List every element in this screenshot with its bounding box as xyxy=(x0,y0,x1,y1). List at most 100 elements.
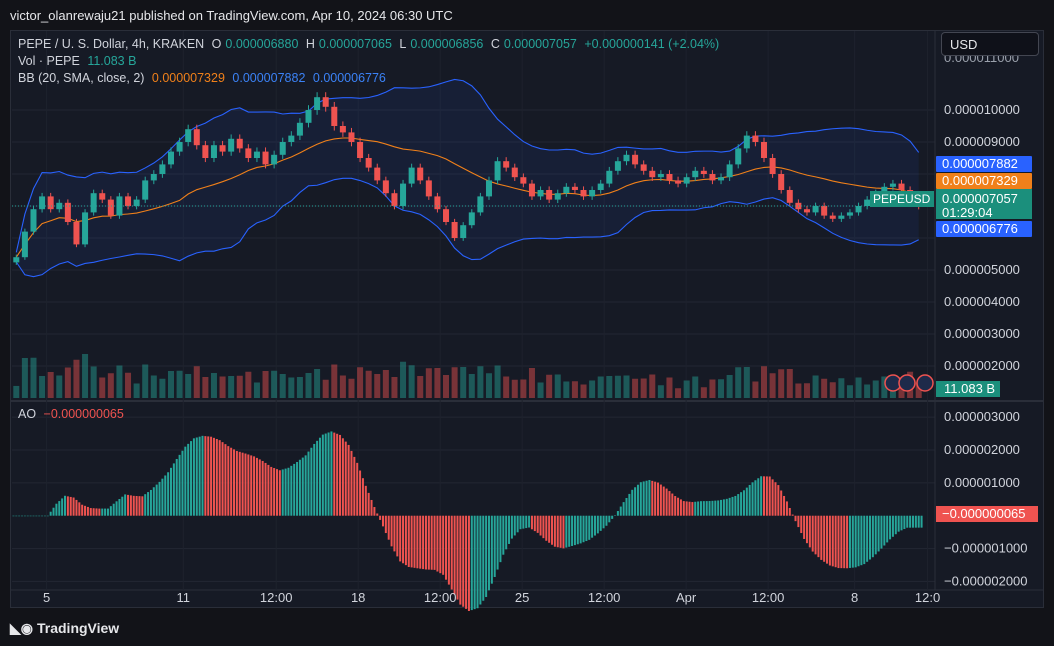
close-label: C xyxy=(490,37,500,51)
ao-bar xyxy=(75,499,78,516)
ao-bar xyxy=(602,515,605,529)
candle-body xyxy=(623,154,630,162)
ao-bar xyxy=(714,500,717,516)
volume-bar xyxy=(554,374,561,398)
time-tick-label: 8 xyxy=(851,590,858,605)
ao-bar xyxy=(651,480,654,516)
candle-body xyxy=(821,206,828,216)
candle-body xyxy=(322,97,329,107)
ao-bar xyxy=(81,504,84,516)
candle-body xyxy=(760,142,768,158)
ao-bar xyxy=(496,515,499,570)
candle-body xyxy=(185,129,192,142)
volume-bar xyxy=(700,387,707,398)
ao-bar xyxy=(241,452,244,516)
volume-bar xyxy=(417,376,424,398)
ao-bar xyxy=(891,515,894,537)
candle-body xyxy=(296,122,303,136)
candle-body xyxy=(47,196,54,210)
volume-bar xyxy=(73,359,80,398)
ao-bar xyxy=(413,515,416,568)
ao-bar xyxy=(665,488,668,516)
ao-tick-label: 0.000002000 xyxy=(944,442,1020,457)
ao-bar xyxy=(26,515,29,517)
ao-bar xyxy=(293,463,296,516)
ao-bar xyxy=(89,508,92,516)
candle-body xyxy=(726,164,733,178)
ao-bar xyxy=(771,479,774,516)
ao-bar xyxy=(304,455,307,516)
volume-bar xyxy=(829,382,836,398)
volume-bar xyxy=(743,367,750,398)
volume-bar xyxy=(374,374,381,398)
ao-bar xyxy=(482,515,485,601)
price-tick-label: 0.000004000 xyxy=(944,294,1020,309)
currency-button[interactable]: USD xyxy=(941,32,1039,56)
ao-bar xyxy=(255,457,258,516)
ao-bar xyxy=(642,481,645,516)
volume-bar xyxy=(821,378,828,398)
candle-body xyxy=(511,167,518,178)
ao-bar xyxy=(579,515,582,544)
ao-bar xyxy=(760,476,763,516)
ao-bar xyxy=(238,451,241,516)
ao-bar xyxy=(387,515,390,540)
volume-bar xyxy=(812,375,819,398)
ao-bar xyxy=(135,496,138,516)
volume-bars xyxy=(13,354,922,398)
candle-body xyxy=(417,167,424,181)
high-value: 0.000007065 xyxy=(318,37,392,51)
ao-bar xyxy=(92,508,95,516)
ao-histogram xyxy=(12,431,923,611)
ao-bar xyxy=(178,454,181,516)
ao-bar xyxy=(106,508,109,516)
ao-bar xyxy=(622,502,625,516)
ao-bar xyxy=(66,496,69,516)
ao-bar xyxy=(218,440,221,516)
volume-bar xyxy=(468,374,475,398)
ao-bar xyxy=(880,515,883,549)
ao-bar xyxy=(903,515,906,530)
bb-label: BB (20, SMA, close, 2) xyxy=(18,71,145,85)
ao-bar xyxy=(823,515,826,562)
candle-body xyxy=(210,145,217,158)
ao-bar xyxy=(381,515,384,527)
ao-bar xyxy=(459,515,462,605)
ao-bar xyxy=(61,498,64,516)
candle-body xyxy=(657,174,664,178)
ao-bar xyxy=(422,515,425,570)
ao-bar xyxy=(576,515,579,545)
ao-bar xyxy=(456,515,459,600)
ao-bar xyxy=(21,515,24,517)
ao-bar xyxy=(894,515,897,535)
ao-bar xyxy=(800,515,803,534)
ao-bar xyxy=(731,496,734,516)
ao-bar xyxy=(336,433,339,516)
ao-bar xyxy=(215,439,218,516)
ao-legend: AO −0.000000065 xyxy=(18,407,128,421)
ao-bar xyxy=(95,508,98,516)
ao-bar xyxy=(510,515,513,539)
ao-bar xyxy=(854,515,857,568)
ao-bar xyxy=(301,457,304,516)
volume-bar xyxy=(142,364,149,398)
ao-bar xyxy=(645,480,648,516)
candle-body xyxy=(778,174,785,190)
ao-bar xyxy=(465,515,468,609)
volume-bar xyxy=(90,366,97,398)
ao-bar xyxy=(296,461,299,516)
ao-bar xyxy=(536,515,539,533)
ao-bar xyxy=(46,515,49,517)
ao-bar xyxy=(811,515,814,552)
low-value: 0.000006856 xyxy=(410,37,484,51)
ao-bar xyxy=(785,501,788,516)
candle-body xyxy=(683,177,690,184)
candle-body xyxy=(451,222,458,238)
ao-bar xyxy=(393,515,396,552)
candle-body xyxy=(477,196,484,213)
ao-bar xyxy=(347,444,350,516)
ao-bar xyxy=(542,515,545,539)
ao-bar xyxy=(562,515,565,549)
volume-bar xyxy=(778,369,785,398)
